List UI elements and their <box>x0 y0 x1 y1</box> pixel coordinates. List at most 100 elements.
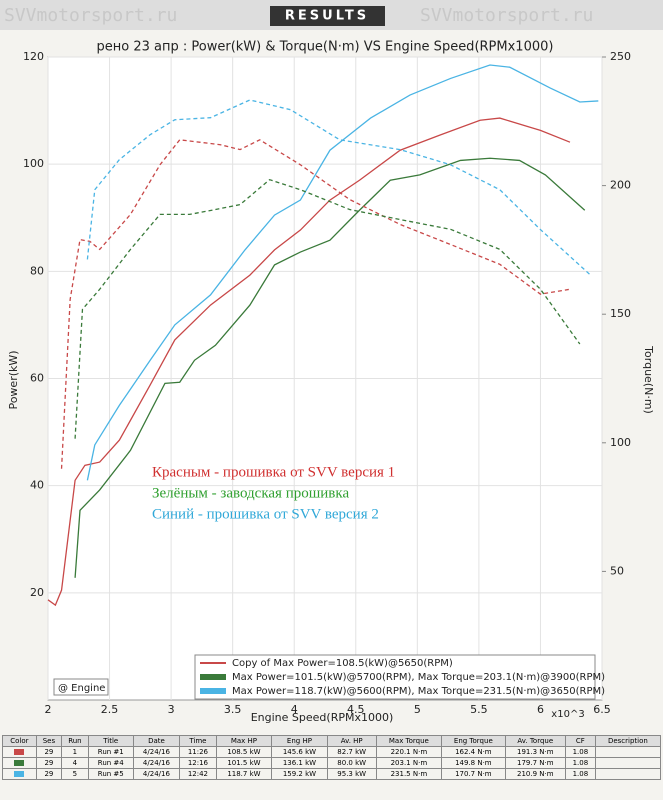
y-tick-label: 40 <box>30 479 44 492</box>
torque-line <box>60 139 571 469</box>
table-header-row: Color Ses Run Title Date Time Max HP Eng HP Av. … <box>2 735 662 747</box>
table-cell: 29 <box>35 757 63 769</box>
color-swatch <box>14 749 25 755</box>
results-table: Color Ses Run Title Date Time Max HP Eng HP Av. … <box>2 735 662 780</box>
table-cell: 159.2 kW <box>271 768 328 780</box>
table-cell: 191.3 N·m <box>504 746 566 758</box>
table-cell: 11:26 <box>179 746 217 758</box>
y2-tick-label: 200 <box>610 179 631 192</box>
annotation: Зелёным - заводская прошивка <box>152 485 349 501</box>
description-cell <box>594 746 662 758</box>
annotation: Красным - прошивка от SVV версия 1 <box>152 464 395 480</box>
column-header: Av. HP <box>326 735 377 747</box>
header-title-box <box>270 6 385 26</box>
x-axis-title: Engine Speed(RPMx1000) <box>251 711 394 724</box>
color-swatch <box>14 760 25 766</box>
annotation: Синий - прошивка от SVV версия 2 <box>152 506 379 522</box>
color-cell <box>2 757 37 769</box>
note: @ Engine <box>58 683 105 694</box>
column-header: Ses <box>35 735 63 747</box>
y-tick-label: 20 <box>30 586 44 599</box>
x-tick-label: 6 <box>537 703 544 716</box>
table-cell: 82.7 kW <box>326 746 377 758</box>
y2-axis-title: Torque(N·m) <box>642 345 655 414</box>
table-cell: 220.1 N·m <box>375 746 443 758</box>
table-cell: 136.1 kW <box>271 757 328 769</box>
table-cell: 1.08 <box>564 746 596 758</box>
table-cell: 4/24/16 <box>132 757 181 769</box>
legend-swatch <box>200 662 226 664</box>
column-header: Date <box>132 735 181 747</box>
table-cell: 29 <box>35 768 63 780</box>
color-cell <box>2 746 37 758</box>
table-cell: 95.3 kW <box>326 768 377 780</box>
table-cell: 210.9 N·m <box>504 768 566 780</box>
table-cell: 4 <box>61 757 89 769</box>
x-multiplier: x10^3 <box>551 709 584 720</box>
x-tick-label: 2.5 <box>101 703 119 716</box>
table-cell: Run #1 <box>87 746 134 758</box>
y2-tick-label: 250 <box>610 50 631 63</box>
x-tick-label: 5.5 <box>470 703 488 716</box>
y2-tick-label: 150 <box>610 307 631 320</box>
table-cell: 162.4 N·m <box>441 746 506 758</box>
color-cell <box>2 768 37 780</box>
column-header: Title <box>87 735 134 747</box>
legend-box <box>194 654 596 700</box>
table-cell: 108.5 kW <box>215 746 273 758</box>
table-cell: 118.7 kW <box>215 768 273 780</box>
table-cell: 4/24/16 <box>132 746 181 758</box>
column-header: Max Torque <box>375 735 443 747</box>
column-header: Description <box>594 735 662 747</box>
table-cell: 101.5 kW <box>215 757 273 769</box>
table-cell: 1 <box>61 746 89 758</box>
table-cell: 149.8 N·m <box>441 757 506 769</box>
legend-label: Copy of Max Power=108.5(kW)@5650(RPM) <box>232 658 453 669</box>
table-cell: 80.0 kW <box>326 757 377 769</box>
table-cell: 12:42 <box>179 768 217 780</box>
column-header: Max HP <box>215 735 273 747</box>
column-header: CF <box>564 735 596 747</box>
legend-swatch <box>200 674 226 680</box>
table-cell: 170.7 N·m <box>441 768 506 780</box>
x-tick-label: 3.5 <box>224 703 242 716</box>
power-line <box>47 117 571 607</box>
table-cell: Run #4 <box>87 757 134 769</box>
table-cell: 5 <box>61 768 89 780</box>
power-line <box>74 157 586 578</box>
x-tick-label: 3 <box>168 703 175 716</box>
x-tick-label: 2 <box>45 703 52 716</box>
column-header: Eng HP <box>271 735 328 747</box>
y2-tick-label: 50 <box>610 564 624 577</box>
torque-line <box>86 99 591 275</box>
y-tick-label: 80 <box>30 264 44 277</box>
x-tick-label: 4 <box>291 703 298 716</box>
header-title: RESULTS <box>285 9 369 24</box>
x-tick-label: 4.5 <box>347 703 365 716</box>
watermark: SVVmotorsport.ru <box>4 5 177 26</box>
description-cell <box>594 757 662 769</box>
x-tick-label: 5 <box>414 703 421 716</box>
table-cell: 1.08 <box>564 768 596 780</box>
y2-tick-label: 100 <box>610 436 631 449</box>
table-row: 29 1 Run #1 4/24/16 11:26 108.5 kW 145.6 kW 82.… <box>2 746 662 758</box>
table-cell: 12:16 <box>179 757 217 769</box>
legend-label: Max Power=118.7(kW)@5600(RPM), Max Torqu… <box>232 686 605 697</box>
column-header: Run <box>61 735 89 747</box>
chart-title: рено 23 апр : Power(kW) & Torque(N·m) VS… <box>97 40 554 55</box>
table-row: 29 5 Run #5 4/24/16 12:42 118.7 kW 159.2 kW 95.… <box>2 768 662 780</box>
column-header: Eng Torque <box>441 735 506 747</box>
column-header: Av. Torque <box>504 735 566 747</box>
table-cell: 145.6 kW <box>271 746 328 758</box>
y-tick-label: 60 <box>30 372 44 385</box>
table-cell: 203.1 N·m <box>375 757 443 769</box>
column-header: Time <box>179 735 217 747</box>
table-cell: 179.7 N·m <box>504 757 566 769</box>
table-cell: 1.08 <box>564 757 596 769</box>
description-cell <box>594 768 662 780</box>
y-tick-label: 120 <box>23 50 44 63</box>
column-header: Color <box>2 735 37 747</box>
watermark: SVVmotorsport.ru <box>420 5 593 26</box>
table-cell: 29 <box>35 746 63 758</box>
